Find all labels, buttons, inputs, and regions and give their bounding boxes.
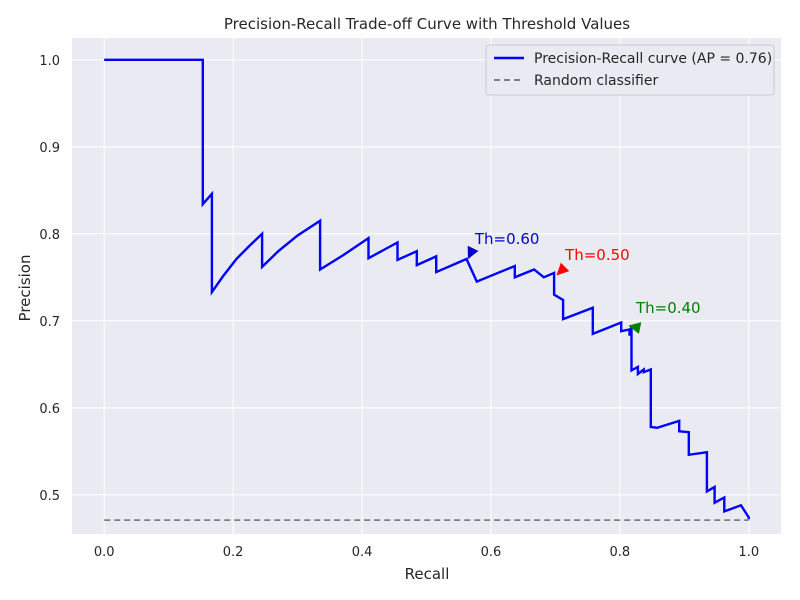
legend: Precision-Recall curve (AP = 0.76) Rando…: [485, 44, 775, 96]
y-tick-label: 0.7: [39, 315, 60, 330]
legend-label-pr-curve: Precision-Recall curve (AP = 0.76): [534, 51, 772, 67]
y-tick-label: 0.6: [39, 402, 60, 417]
y-tick-label: 0.5: [39, 489, 60, 504]
series-layer: [104, 58, 750, 521]
x-tick-label: 0.6: [481, 545, 502, 560]
y-tick-label: 1.0: [39, 54, 60, 69]
x-tick-label: 0.0: [94, 545, 115, 560]
y-tick-label: 0.9: [39, 141, 60, 156]
y-axis-label: Precision: [16, 255, 34, 322]
y-axis-ticks: 0.5 0.6 0.7 0.8 0.9 1.0: [39, 54, 60, 504]
y-tick-label: 0.8: [39, 228, 60, 243]
x-axis-ticks: 0.0 0.2 0.4 0.6 0.8 1.0: [94, 545, 759, 560]
chart-title: Precision-Recall Trade-off Curve with Th…: [224, 15, 630, 33]
legend-box: [485, 44, 775, 96]
x-tick-label: 0.8: [610, 545, 631, 560]
pr-curve-line: [104, 58, 750, 520]
plot-area: [72, 38, 781, 534]
x-axis-label: Recall: [405, 565, 450, 583]
threshold-label: Th=0.50: [564, 246, 630, 264]
threshold-arrow: [556, 262, 570, 276]
threshold-label: Th=0.60: [474, 230, 540, 248]
threshold-label: Th=0.40: [635, 299, 701, 317]
x-tick-label: 1.0: [738, 545, 759, 560]
x-tick-label: 0.4: [352, 545, 373, 560]
x-tick-label: 0.2: [223, 545, 244, 560]
legend-label-random: Random classifier: [534, 73, 658, 89]
annotation-layer: Th=0.60 Th=0.50 Th=0.40: [467, 230, 701, 334]
